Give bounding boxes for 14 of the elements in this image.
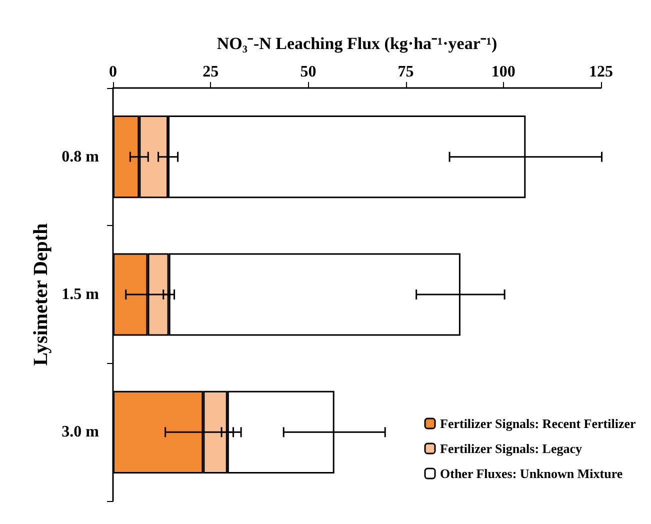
x-tick-label: 25 [202,64,219,80]
y-tick-label: 3.0 m [62,424,100,441]
y-axis-title: Lysimeter Depth [30,223,52,366]
legend-label: Other Fluxes: Unknown Mixture [440,466,623,481]
legend-label: Fertilizer Signals: Recent Fertilizer [440,416,636,431]
legend-label: Fertilizer Signals: Legacy [440,441,583,456]
x-tick-label: 100 [491,64,516,80]
x-axis-title: NO₃⁻-N Leaching Flux (kg·ha⁻¹·year⁻¹) [216,34,498,53]
y-tick-label: 1.5 m [62,286,100,303]
x-tick-label: 0 [109,64,117,80]
x-tick-label: 75 [398,64,414,80]
x-tick-label: 50 [300,64,316,80]
x-tick-label: 125 [589,64,613,80]
y-tick-label: 0.8 m [62,148,100,166]
